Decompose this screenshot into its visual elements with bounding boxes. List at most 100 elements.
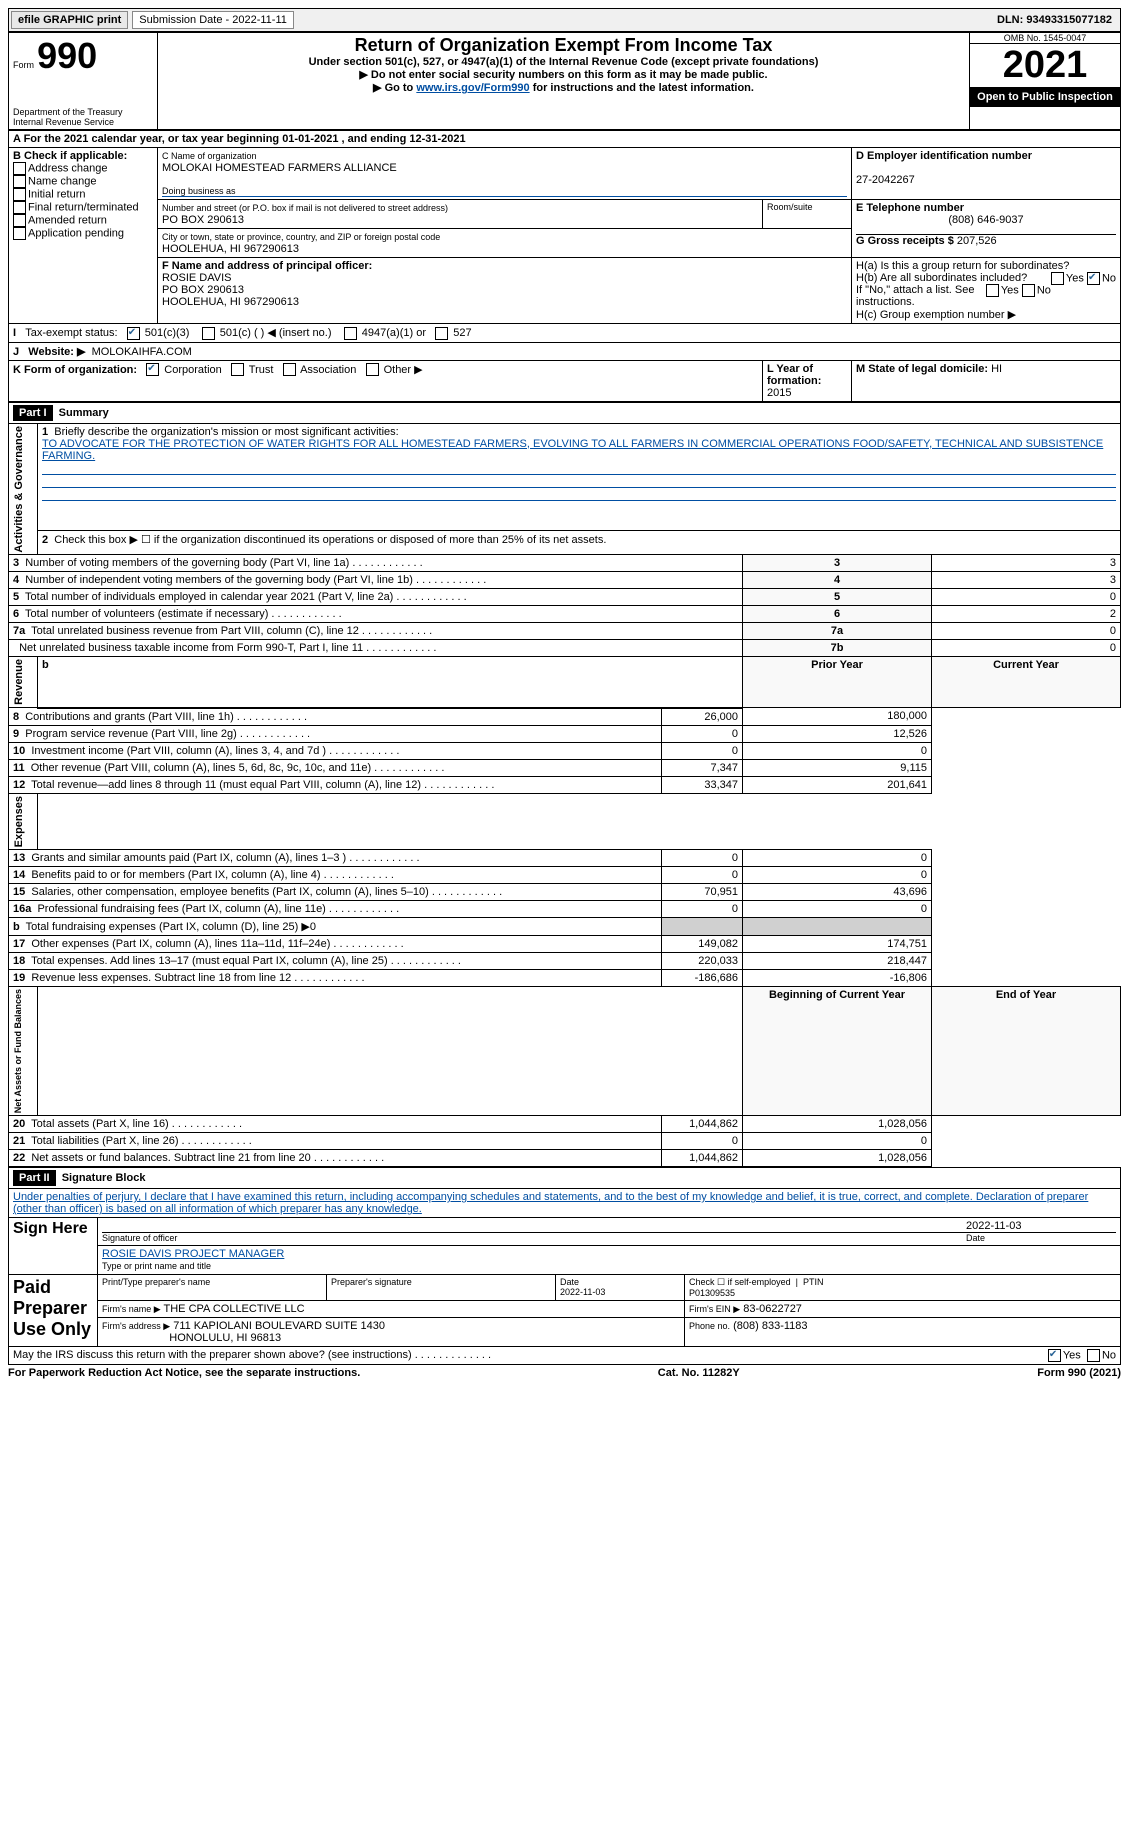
exp-prior-14: 0 xyxy=(662,866,743,883)
exp-current-17: 174,751 xyxy=(743,935,932,952)
exp-line-19: 19 Revenue less expenses. Subtract line … xyxy=(9,969,662,986)
app-pending-checkbox[interactable] xyxy=(13,227,26,240)
line-k: K Form of organization: Corporation Trus… xyxy=(9,360,763,401)
exp-prior-13: 0 xyxy=(662,849,743,866)
line-1: 1 Briefly describe the organization's mi… xyxy=(38,423,1121,530)
section-activities-governance: Activities & Governance xyxy=(13,426,25,553)
rev-line-11: 11 Other revenue (Part VIII, column (A),… xyxy=(9,759,662,776)
discuss-no-checkbox[interactable] xyxy=(1087,1349,1100,1362)
rev-line-8: 8 Contributions and grants (Part VIII, l… xyxy=(9,708,662,726)
exp-current-15: 43,696 xyxy=(743,883,932,900)
other-checkbox[interactable] xyxy=(366,363,379,376)
section-net-assets: Net Assets or Fund Balances xyxy=(13,989,23,1113)
rev-current-9: 12,526 xyxy=(743,725,932,742)
irs-link[interactable]: www.irs.gov/Form990 xyxy=(416,82,529,94)
exp-prior-b xyxy=(662,917,743,935)
section-revenue: Revenue xyxy=(13,659,25,705)
corp-checkbox[interactable] xyxy=(146,363,159,376)
perjury-declaration: Under penalties of perjury, I declare th… xyxy=(9,1189,1121,1218)
527-checkbox[interactable] xyxy=(435,327,448,340)
initial-return-checkbox[interactable] xyxy=(13,188,26,201)
trust-checkbox[interactable] xyxy=(231,363,244,376)
exp-line-16a: 16a Professional fundraising fees (Part … xyxy=(9,900,662,917)
hb-no-checkbox[interactable] xyxy=(1022,284,1035,297)
form-subtitle: Under section 501(c), 527, or 4947(a)(1)… xyxy=(162,56,965,68)
efile-print-label[interactable]: efile GRAPHIC print xyxy=(11,11,128,29)
footer: For Paperwork Reduction Act Notice, see … xyxy=(8,1367,1121,1379)
rev-current-11: 9,115 xyxy=(743,759,932,776)
preparer-name-cell: Print/Type preparer's name xyxy=(98,1275,327,1301)
firm-address-cell: Firm's address ▶ 711 KAPIOLANI BOULEVARD… xyxy=(98,1318,685,1347)
gov-line-3: 3 Number of voting members of the govern… xyxy=(9,555,743,572)
exp-line-18: 18 Total expenses. Add lines 13–17 (must… xyxy=(9,952,662,969)
assoc-checkbox[interactable] xyxy=(283,363,296,376)
exp-current-18: 218,447 xyxy=(743,952,932,969)
form-goto: ▶ Go to www.irs.gov/Form990 for instruct… xyxy=(162,81,965,94)
section-e-g: E Telephone number (808) 646-9037 G Gros… xyxy=(852,200,1121,258)
net-end-22: 1,028,056 xyxy=(743,1150,932,1167)
rev-current-10: 0 xyxy=(743,742,932,759)
discuss-yes-checkbox[interactable] xyxy=(1048,1349,1061,1362)
net-line-20: 20 Total assets (Part X, line 16) . . . … xyxy=(9,1116,662,1133)
exp-line-15: 15 Salaries, other compensation, employe… xyxy=(9,883,662,900)
gov-box-5: 5 xyxy=(743,589,932,606)
form-warning-ssn: ▶ Do not enter social security numbers o… xyxy=(162,68,965,81)
gov-line-5: 5 Total number of individuals employed i… xyxy=(9,589,743,606)
4947-checkbox[interactable] xyxy=(344,327,357,340)
line-i: I Tax-exempt status: 501(c)(3) 501(c) ( … xyxy=(9,324,1121,343)
gov-val-7a: 0 xyxy=(932,623,1121,640)
501c-checkbox[interactable] xyxy=(202,327,215,340)
gov-box-6: 6 xyxy=(743,606,932,623)
officer-name-row: ROSIE DAVIS PROJECT MANAGER Type or prin… xyxy=(98,1246,1121,1275)
addr-change-checkbox[interactable] xyxy=(13,162,26,175)
net-end-20: 1,028,056 xyxy=(743,1116,932,1133)
line-a: A For the 2021 calendar year, or tax yea… xyxy=(9,131,1121,148)
name-change-checkbox[interactable] xyxy=(13,175,26,188)
part1-table: Part I Summary Activities & Governance 1… xyxy=(8,402,1121,1168)
501c3-checkbox[interactable] xyxy=(127,327,140,340)
line-j: J Website: ▶ MOLOKAIHFA.COM xyxy=(9,342,1121,360)
gov-line-7b: Net unrelated business taxable income fr… xyxy=(9,640,743,657)
gov-box-4: 4 xyxy=(743,572,932,589)
gov-line-7a: 7a Total unrelated business revenue from… xyxy=(9,623,743,640)
firm-name-cell: Firm's name ▶ THE CPA COLLECTIVE LLC xyxy=(98,1301,685,1318)
exp-line-b: b Total fundraising expenses (Part IX, c… xyxy=(9,917,662,935)
gov-val-7b: 0 xyxy=(932,640,1121,657)
irs-discuss-row: May the IRS discuss this return with the… xyxy=(9,1347,1121,1365)
exp-line-17: 17 Other expenses (Part IX, column (A), … xyxy=(9,935,662,952)
rev-prior-11: 7,347 xyxy=(662,759,743,776)
rev-prior-9: 0 xyxy=(662,725,743,742)
exp-prior-15: 70,951 xyxy=(662,883,743,900)
final-return-checkbox[interactable] xyxy=(13,201,26,214)
net-end-21: 0 xyxy=(743,1133,932,1150)
exp-current-b xyxy=(743,917,932,935)
exp-prior-19: -186,686 xyxy=(662,969,743,986)
exp-prior-16a: 0 xyxy=(662,900,743,917)
ha-no-checkbox[interactable] xyxy=(1087,272,1100,285)
rev-prior-10: 0 xyxy=(662,742,743,759)
exp-line-13: 13 Grants and similar amounts paid (Part… xyxy=(9,849,662,866)
gov-val-6: 2 xyxy=(932,606,1121,623)
section-c-name: C Name of organization MOLOKAI HOMESTEAD… xyxy=(158,148,852,200)
preparer-date-cell: Date2022-11-03 xyxy=(556,1275,685,1301)
col-prior-year: Prior Year xyxy=(743,657,932,708)
gov-val-3: 3 xyxy=(932,555,1121,572)
paid-preparer-label: Paid Preparer Use Only xyxy=(9,1275,98,1347)
section-expenses: Expenses xyxy=(13,796,25,847)
form-label-footer: Form 990 (2021) xyxy=(1037,1367,1121,1379)
col-current-year: Current Year xyxy=(932,657,1121,708)
submission-date: Submission Date - 2022-11-11 xyxy=(132,11,294,29)
exp-current-16a: 0 xyxy=(743,900,932,917)
ha-yes-checkbox[interactable] xyxy=(1051,272,1064,285)
amended-return-checkbox[interactable] xyxy=(13,214,26,227)
gov-val-5: 0 xyxy=(932,589,1121,606)
net-begin-21: 0 xyxy=(662,1133,743,1150)
gov-val-4: 3 xyxy=(932,572,1121,589)
hb-yes-checkbox[interactable] xyxy=(986,284,999,297)
exp-current-14: 0 xyxy=(743,866,932,883)
rev-current-8: 180,000 xyxy=(743,708,932,726)
section-c-city: City or town, state or province, country… xyxy=(158,229,852,258)
preparer-check-ptin: Check ☐ if self-employed | PTINP01309535 xyxy=(685,1275,1121,1301)
exp-prior-18: 220,033 xyxy=(662,952,743,969)
room-suite: Room/suite xyxy=(763,200,852,229)
